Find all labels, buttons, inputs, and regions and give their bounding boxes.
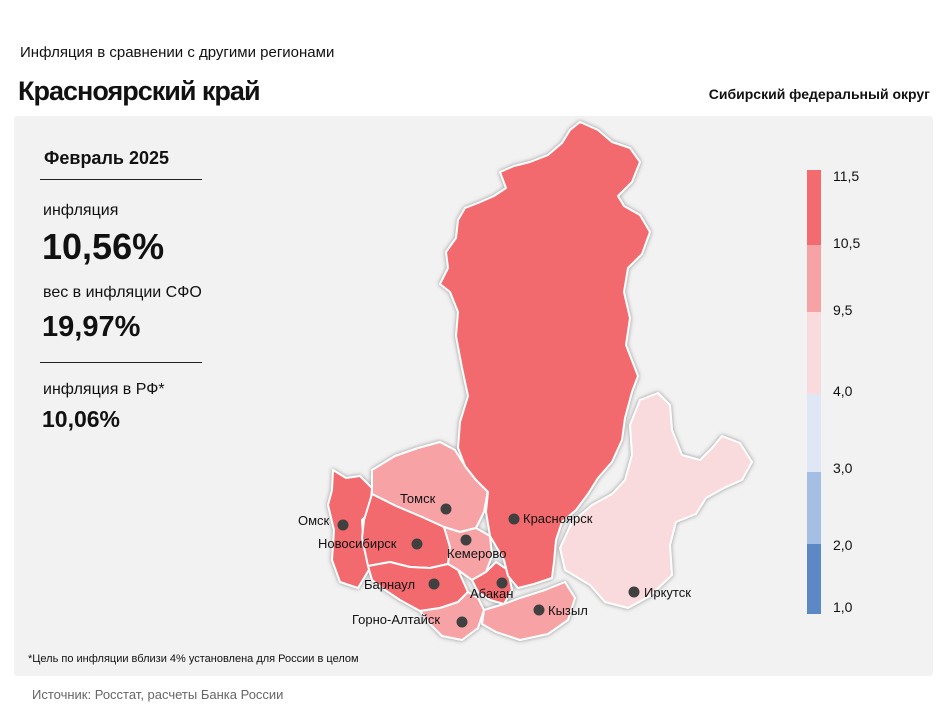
city-label-kemerovo: Кемерово (447, 546, 506, 561)
city-marker-kyzyl (533, 604, 545, 616)
legend-band-3 (807, 312, 821, 394)
city-marker-irkutsk (628, 586, 640, 598)
city-label-tomsk: Томск (400, 491, 436, 506)
legend-tick-3: 4,0 (833, 383, 853, 399)
legend-tick-6: 1,0 (833, 599, 853, 615)
district-name: Сибирский федеральный округ (708, 86, 930, 102)
city-marker-novosibirsk (411, 538, 423, 550)
city-marker-omsk (337, 519, 349, 531)
city-marker-tomsk (440, 503, 452, 515)
divider-top (40, 179, 202, 180)
city-label-abakan: Абакан (470, 586, 513, 601)
city-label-gorno-altaisk: Горно-Алтайск (352, 612, 440, 627)
city-label-irkutsk: Иркутск (644, 585, 691, 600)
region-tuva (481, 581, 576, 641)
city-label-omsk: Омск (298, 513, 330, 528)
rf-inflation-value: 10,06% (42, 406, 121, 432)
legend-band-2 (807, 245, 821, 312)
inflation-value: 10,56% (42, 226, 165, 267)
color-legend (807, 170, 821, 614)
region-title: Красноярский край (18, 76, 261, 106)
city-marker-krasnoyarsk (508, 513, 520, 525)
period-label: Февраль 2025 (44, 148, 169, 168)
city-marker-gorno-altaisk (456, 616, 468, 628)
legend-band-5 (807, 472, 821, 544)
weight-label: вес в инфляции СФО (43, 284, 202, 301)
city-markers (337, 503, 640, 628)
city-label-barnaul: Барнаул (364, 577, 415, 592)
city-label-krasnoyarsk: Красноярск (523, 511, 593, 526)
legend-band-6 (807, 544, 821, 614)
city-label-novosibirsk: Новосибирск (318, 536, 397, 551)
legend-tick-5: 2,0 (833, 537, 853, 553)
city-labels: Омск Томск Новосибирск Кемерово Краснояр… (298, 491, 691, 627)
footnote: *Цель по инфляции вблизи 4% установлена … (28, 653, 359, 665)
weight-value: 19,97% (42, 311, 141, 343)
region-irkutsk (559, 392, 753, 609)
city-marker-kemerovo (460, 534, 472, 546)
chart-subtitle: Инфляция в сравнении с другими регионами (20, 44, 335, 61)
divider-bottom (40, 362, 202, 363)
legend-tick-1: 10,5 (833, 235, 861, 251)
legend-band-4 (807, 394, 821, 472)
region-krasnoyarsk (439, 121, 651, 589)
inflation-label: инфляция (43, 202, 119, 219)
city-marker-abakan (496, 577, 508, 589)
rf-inflation-label: инфляция в РФ* (43, 381, 165, 398)
source-note: Источник: Росстат, расчеты Банка России (32, 687, 284, 702)
city-marker-barnaul (428, 578, 440, 590)
legend-band-1 (807, 170, 821, 245)
legend-tick-4: 3,0 (833, 460, 853, 476)
city-label-kyzyl: Кызыл (548, 603, 588, 618)
legend-tick-2: 9,5 (833, 302, 853, 318)
legend-tick-0: 11,5 (833, 168, 860, 184)
